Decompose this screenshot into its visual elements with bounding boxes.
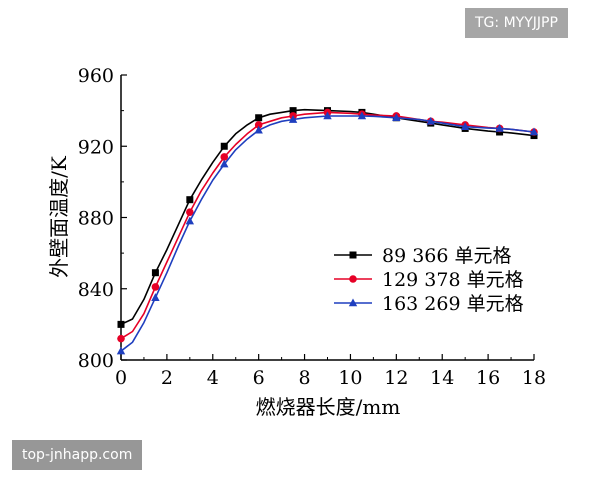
legend-item-3: 163 269 单元格: [334, 293, 524, 315]
data-point: [529, 127, 539, 136]
x-tick-label: 10: [338, 367, 362, 389]
watermark-top: TG: MYYJJPP: [465, 8, 568, 38]
y-axis-label: 外壁面温度/K: [47, 155, 71, 278]
data-point: [357, 111, 367, 120]
data-point: [186, 208, 194, 216]
x-tick-label: 12: [384, 367, 408, 389]
x-tick-label: 18: [522, 367, 546, 389]
legend-item-1: 89 366 单元格: [334, 245, 512, 267]
series-3: [116, 111, 539, 355]
x-tick-label: 8: [299, 367, 311, 389]
y-tick-label: 960: [78, 65, 114, 87]
y-tick-label: 880: [78, 208, 114, 230]
x-tick-label: 0: [115, 367, 127, 389]
chart-series: [116, 107, 539, 355]
x-tick-label: 16: [476, 367, 500, 389]
data-point: [460, 122, 470, 130]
x-tick-label: 2: [161, 367, 173, 389]
legend-marker: [348, 298, 358, 307]
data-point: [151, 283, 160, 291]
data-point: [186, 196, 194, 204]
data-point: [289, 107, 297, 115]
y-tick-label: 920: [78, 136, 114, 158]
data-point: [117, 320, 125, 328]
legend-label: 129 378 单元格: [382, 269, 524, 291]
data-point: [151, 269, 159, 277]
data-point: [392, 113, 401, 122]
data-point: [117, 334, 125, 343]
data-point: [185, 216, 195, 225]
series-line: [120, 111, 535, 340]
data-point: [288, 115, 298, 123]
x-tick-label: 14: [430, 367, 454, 389]
data-point: [151, 293, 160, 301]
data-point: [323, 111, 332, 120]
data-point: [220, 153, 229, 161]
legend-marker: [349, 251, 357, 259]
data-point: [495, 123, 504, 132]
data-point: [220, 159, 229, 168]
watermark-bottom: top-jnhapp.com: [12, 440, 143, 470]
data-point: [254, 121, 263, 129]
series-line: [120, 115, 535, 352]
y-tick-label: 800: [78, 350, 114, 372]
chart-axes: 0 2 4 6 8 10 12 14 16 18 800 840 880 920 960: [78, 65, 546, 389]
data-point: [220, 142, 228, 150]
data-point: [255, 114, 263, 122]
data-point: [116, 346, 126, 355]
legend-marker: [349, 275, 357, 283]
legend-label: 89 366 单元格: [382, 245, 512, 267]
x-tick-label: 4: [207, 367, 219, 389]
legend-label: 163 269 单元格: [382, 293, 524, 315]
data-point: [426, 116, 435, 125]
series-line: [120, 108, 535, 326]
y-tick-label: 840: [78, 279, 114, 301]
x-axis-label: 燃烧器长度/mm: [256, 395, 401, 419]
legend-item-2: 129 378 单元格: [334, 269, 524, 291]
data-point: [254, 125, 263, 134]
x-tick-label: 6: [253, 367, 265, 389]
